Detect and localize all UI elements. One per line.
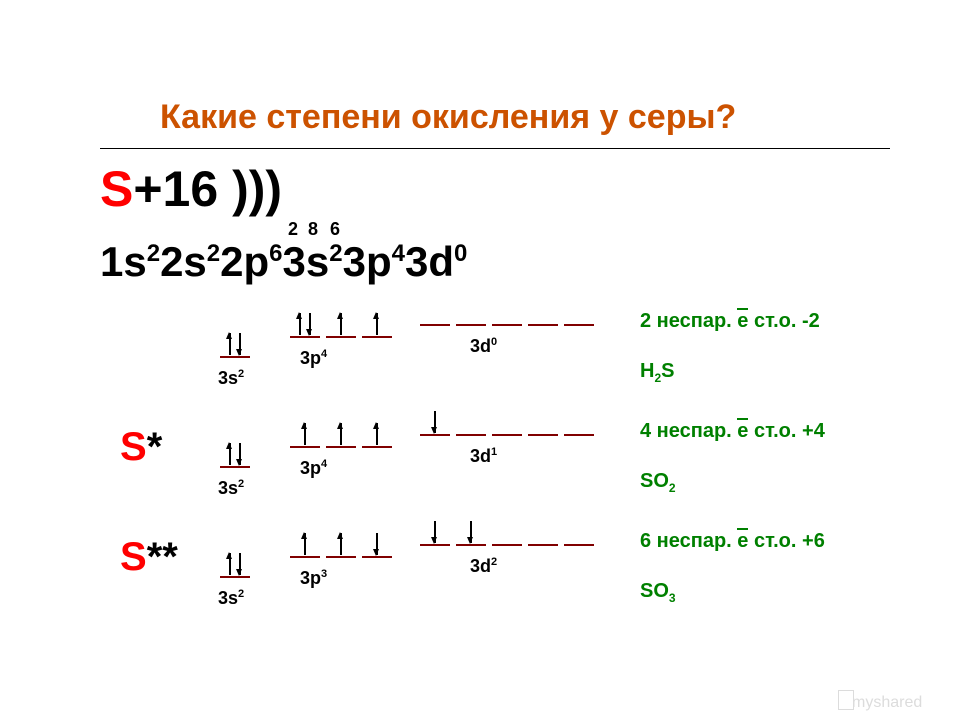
oxidation-info: 4 неспар. е ст.о. +4 [640, 420, 825, 443]
electron-configuration: 1s22s22p63s23p43d0 [100, 238, 467, 286]
orbital-label-3p: 3p4 [300, 348, 327, 369]
spin-up-arrow [229, 443, 231, 465]
orbital-cell [492, 408, 522, 436]
orbital-cell [362, 420, 392, 448]
oxidation-info: 2 неспар. е ст.о. -2 [640, 310, 820, 333]
orbital-cell [326, 420, 356, 448]
slide-title: Какие степени окисления у серы? [160, 98, 736, 137]
orbital-cell [290, 310, 320, 338]
spin-down-arrow [434, 411, 436, 433]
orbital-cell [420, 408, 450, 436]
state-label: S** [120, 535, 178, 580]
orbital-cell [290, 530, 320, 558]
spin-down-arrow [376, 533, 378, 555]
orbital-cell [420, 298, 450, 326]
orbital-cell [362, 530, 392, 558]
example-compound: SO2 [640, 470, 676, 495]
shell-count: 6 [330, 219, 340, 240]
orbital-label-3s: 3s2 [218, 478, 244, 499]
spin-up-arrow [340, 533, 342, 555]
spin-down-arrow [470, 521, 472, 543]
element-header: S+16 ))) [100, 160, 282, 218]
spin-up-arrow [376, 313, 378, 335]
orbital-label-3s: 3s2 [218, 368, 244, 389]
spin-down-arrow [239, 553, 241, 575]
orbital-label-3d: 3d2 [470, 556, 497, 577]
orbital-cell [220, 330, 250, 358]
spin-up-arrow [304, 423, 306, 445]
orbital-cell [528, 298, 558, 326]
orbital-cell [326, 310, 356, 338]
orbital-cell [362, 310, 392, 338]
watermark-text: myshared [852, 694, 922, 712]
orbital-cell [220, 550, 250, 578]
spin-up-arrow [229, 553, 231, 575]
orbital-cell [456, 298, 486, 326]
spin-down-arrow [239, 443, 241, 465]
state-label: S* [120, 425, 162, 470]
example-compound: H2S [640, 360, 674, 385]
spin-up-arrow [229, 333, 231, 355]
orbital-cell [564, 298, 594, 326]
spin-up-arrow [304, 533, 306, 555]
orbital-label-3d: 3d1 [470, 446, 497, 467]
orbital-cell [326, 530, 356, 558]
spin-up-arrow [299, 313, 301, 335]
orbital-cell [528, 408, 558, 436]
shell-count: 2 [288, 219, 298, 240]
orbital-cell [420, 518, 450, 546]
orbital-cell [456, 518, 486, 546]
spin-up-arrow [340, 313, 342, 335]
spin-down-arrow [434, 521, 436, 543]
orbital-cell [528, 518, 558, 546]
orbital-label-3p: 3p4 [300, 458, 327, 479]
oxidation-info: 6 неспар. е ст.о. +6 [640, 530, 825, 553]
orbital-cell [456, 408, 486, 436]
example-compound: SO3 [640, 580, 676, 605]
spin-down-arrow [239, 333, 241, 355]
orbital-cell [492, 518, 522, 546]
orbital-label-3d: 3d0 [470, 336, 497, 357]
orbital-cell [290, 420, 320, 448]
spin-up-arrow [340, 423, 342, 445]
orbital-label-3s: 3s2 [218, 588, 244, 609]
shell-count: 8 [308, 219, 318, 240]
orbital-cell [492, 298, 522, 326]
spin-up-arrow [376, 423, 378, 445]
orbital-cell [220, 440, 250, 468]
spin-down-arrow [309, 313, 311, 335]
orbital-cell [564, 518, 594, 546]
orbital-cell [564, 408, 594, 436]
title-rule [100, 148, 890, 149]
slide-stage: Какие степени окисления у серы? S+16 ))) 2… [0, 0, 960, 720]
orbital-label-3p: 3p3 [300, 568, 327, 589]
